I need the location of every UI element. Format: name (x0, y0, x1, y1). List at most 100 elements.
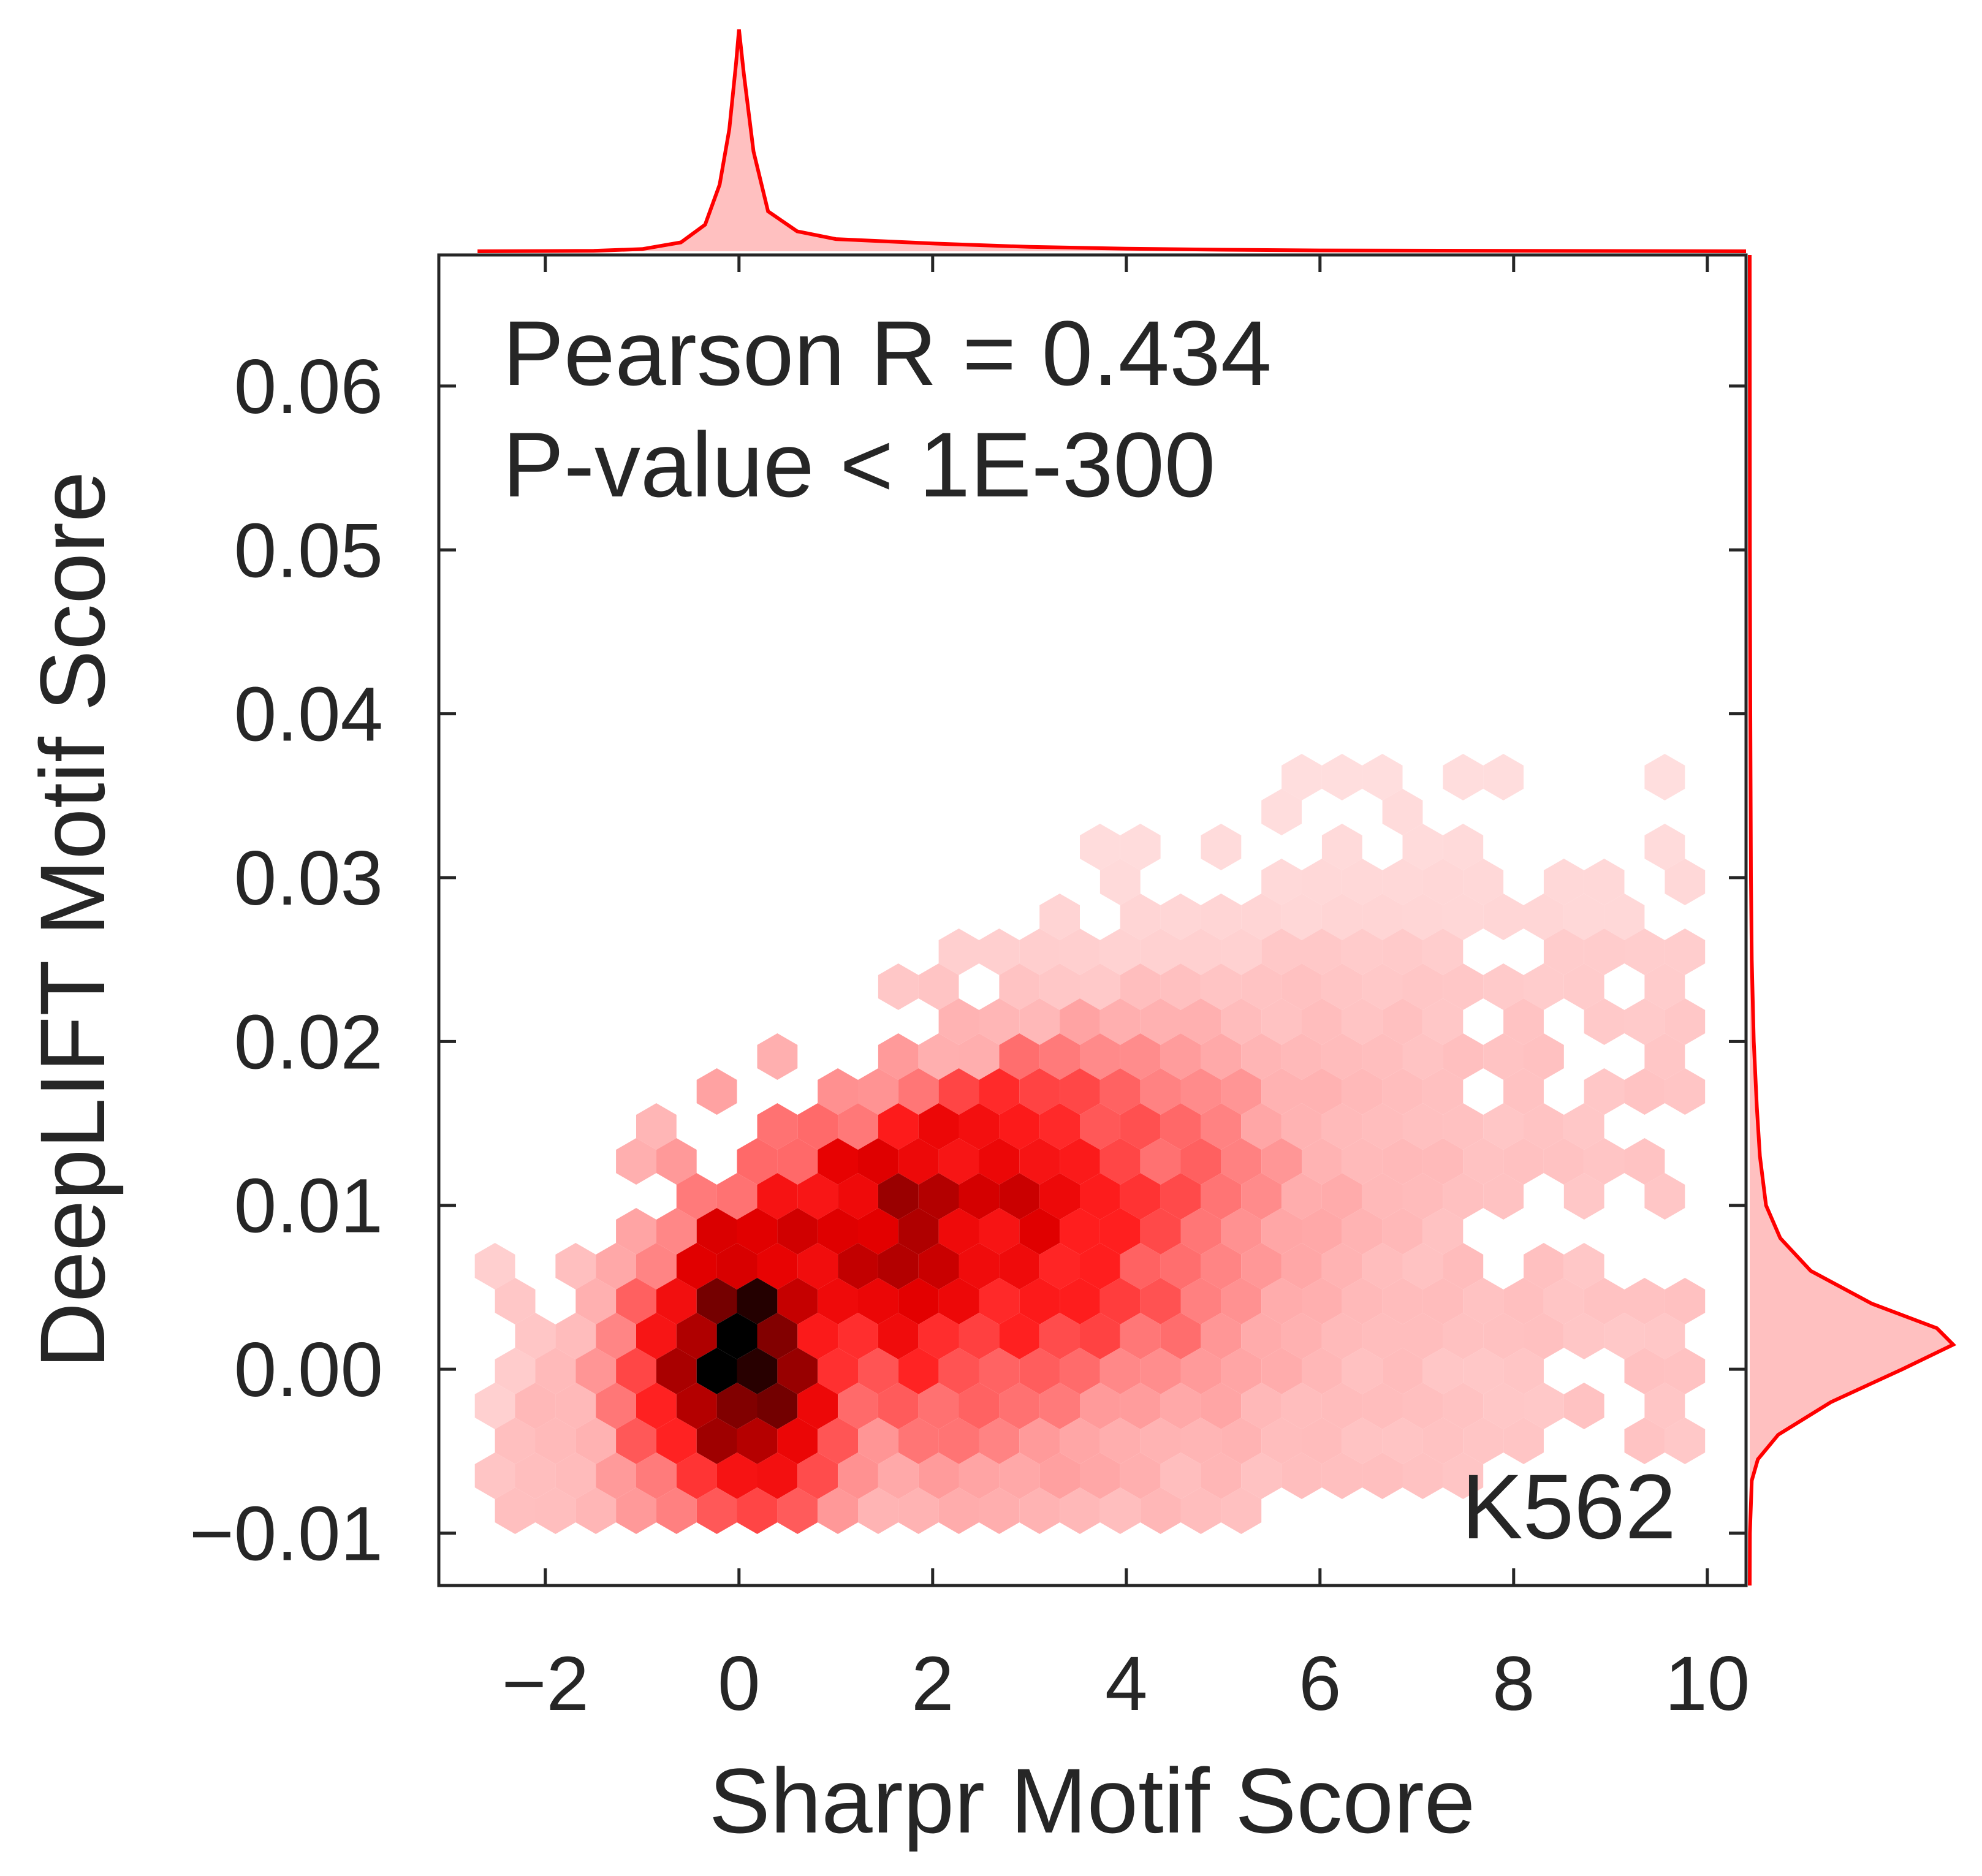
hexbin-cell (1665, 1278, 1706, 1324)
hexbin-cell (959, 1453, 1000, 1499)
hexbin-cell (1302, 1348, 1342, 1394)
hexbin-cell (1584, 1278, 1625, 1324)
hexbin-cell (757, 1453, 798, 1499)
hexbin-cell (757, 1103, 798, 1150)
hexbin-cell (999, 1033, 1040, 1080)
hexbin-cell (938, 1418, 979, 1464)
hexbin-cell (474, 1243, 515, 1289)
hexbin-cell (1221, 1138, 1262, 1185)
x-tick-label: 10 (1665, 1641, 1750, 1726)
hexbin-cell (737, 1138, 778, 1185)
hexbin-cell (1281, 1173, 1322, 1220)
hexbin-cell (1503, 998, 1544, 1045)
hexbin-cell (1099, 1138, 1141, 1185)
hexbin-cell (1483, 963, 1524, 1010)
hexbin-cell (1443, 1033, 1484, 1080)
hexbin-cell (1443, 1453, 1484, 1499)
hexbin-cell (918, 1453, 959, 1499)
hexbin-cell (1201, 963, 1242, 1010)
hexbin-cell (1019, 998, 1060, 1045)
hexbin-cell (1342, 929, 1383, 975)
hexbin-cell (1160, 894, 1201, 940)
hexbin-cell (1644, 754, 1685, 800)
hexbin-cell (716, 1383, 757, 1429)
hexbin-cell (1362, 754, 1403, 800)
x-tick-label: 8 (1492, 1641, 1535, 1726)
hexbin-cell (757, 1313, 798, 1359)
hexbin-cell (1665, 1068, 1706, 1115)
hexbin-cell (656, 1208, 697, 1255)
hexbin-cell (1140, 1418, 1181, 1464)
hexbin-cell (1019, 1278, 1060, 1324)
hexbin-cell (1180, 929, 1221, 975)
hexbin-cell (1180, 998, 1221, 1045)
hexbin-cell (838, 1103, 878, 1150)
hexbin-cell (1302, 859, 1342, 905)
hexbin-cell (1160, 1173, 1201, 1220)
hexbin-cell (1201, 1383, 1242, 1429)
hexbin-cell (1281, 1313, 1322, 1359)
hexbin-cell (1019, 1208, 1060, 1255)
hexbin-cell (1261, 1138, 1302, 1185)
hexbin-cell (1201, 1103, 1242, 1150)
hexbin-cell (1463, 1138, 1504, 1185)
hexbin-cell (1160, 1383, 1201, 1429)
hexbin-cell (737, 1208, 778, 1255)
hexbin-cell (1221, 1208, 1262, 1255)
hexbin-cell (1463, 1418, 1504, 1464)
x-tick-label: 2 (911, 1641, 954, 1726)
hexbin-cell (1241, 1173, 1282, 1220)
hexbin-cell (1080, 1453, 1120, 1499)
hexbin-cell (757, 1173, 798, 1220)
hexbin-cell (737, 1487, 778, 1534)
hexbin-cell (818, 1138, 858, 1185)
hexbin-cell (676, 1173, 717, 1220)
hexbin-cell (575, 1278, 617, 1324)
hexbin-cell (1604, 1313, 1645, 1359)
hexbin-cell (636, 1453, 677, 1499)
hexbin-cell (716, 1173, 757, 1220)
hexbin-cell (555, 1383, 596, 1429)
hexbin-cell (1241, 1453, 1282, 1499)
hexbin-cell (1321, 1453, 1362, 1499)
hexbin-cell (1422, 1348, 1464, 1394)
hexbin-cell (716, 1453, 757, 1499)
hexbin-cell (1261, 929, 1302, 975)
hexbin-cell (656, 1278, 697, 1324)
hexbin-cell (1402, 1033, 1443, 1080)
hexbin-cell (1483, 1033, 1524, 1080)
hexbin-cell (1281, 1383, 1322, 1429)
hexbin-cell (1665, 1348, 1706, 1394)
hexbin-cell (1321, 963, 1362, 1010)
hexbin-cell (1563, 1173, 1604, 1220)
hexbin-cell (636, 1383, 677, 1429)
hexbin-cell (1080, 963, 1120, 1010)
hexbin-cell (1503, 1278, 1544, 1324)
hexbin-cell (1201, 1033, 1242, 1080)
hexbin-cell (1443, 754, 1484, 800)
hexbin-cell (1060, 1487, 1100, 1534)
hexbin-cell (1039, 1103, 1080, 1150)
hexbin-cell (1321, 824, 1362, 870)
hexbin-cell (1281, 1103, 1322, 1150)
hexbin-cell (1342, 1068, 1383, 1115)
hexbin-cell (1281, 1033, 1322, 1080)
hexbin-cell (737, 1418, 778, 1464)
hexbin-cell (535, 1418, 576, 1464)
hexbin-cell (1221, 1278, 1262, 1324)
hexbin-cell (999, 1103, 1040, 1150)
hexbin-cell (1060, 1418, 1100, 1464)
hexbin-cell (1665, 1418, 1706, 1464)
hexbin-cell (1342, 859, 1383, 905)
hexbin-cell (1099, 1348, 1141, 1394)
hexbin-cell (1624, 929, 1665, 975)
y-axis-ticks: −0.01 0.00 0.01 0.02 0.03 0.04 0.05 0.06 (189, 344, 1746, 1576)
hexbin-cell (1382, 1278, 1423, 1324)
hexbin-cell (1342, 1138, 1383, 1185)
hexbin-cell (797, 1103, 838, 1150)
hexbin-cell (1321, 1173, 1362, 1220)
cell-line-label: K562 (1462, 1455, 1676, 1558)
hexbin-cell (515, 1383, 556, 1429)
hexbin-cell (1665, 929, 1706, 975)
hexbin-cell (676, 1453, 717, 1499)
